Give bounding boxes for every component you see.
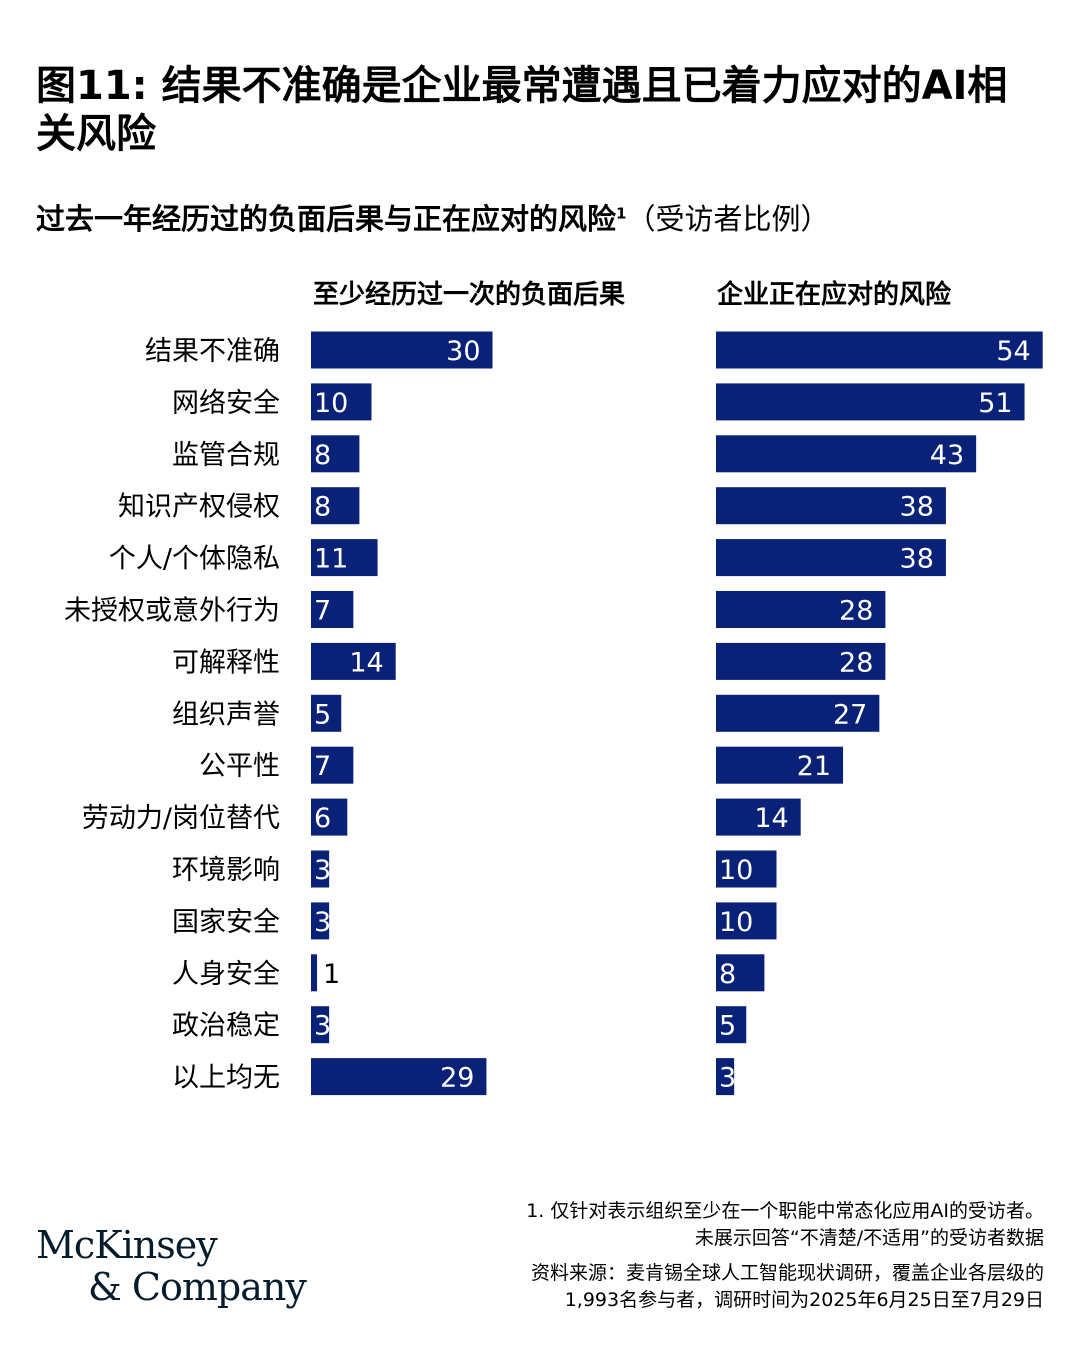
bar bbox=[311, 591, 354, 628]
source-line-1: 资料来源：麦肯锡全球人工智能现状调研，覆盖企业各层级的 bbox=[530, 1262, 1044, 1284]
footnote-line-2: 未展示回答“不清楚/不适用”的受访者数据 bbox=[694, 1227, 1044, 1249]
data-label: 54 bbox=[996, 336, 1030, 367]
category-label: 以上均无 bbox=[172, 1063, 280, 1094]
data-label: 43 bbox=[930, 440, 964, 471]
data-label: 6 bbox=[314, 803, 331, 834]
category-label: 国家安全 bbox=[172, 907, 280, 938]
bar bbox=[311, 902, 330, 940]
bar bbox=[716, 902, 777, 940]
bar bbox=[311, 383, 372, 421]
footnote-line-1: 1. 仅针对表示组织至少在一个职能中常态化应用AI的受访者。 bbox=[526, 1200, 1044, 1222]
source-note: 资料来源：麦肯锡全球人工智能现状调研，覆盖企业各层级的 1,993名参与者，调研… bbox=[531, 1260, 1044, 1314]
data-label: 38 bbox=[900, 492, 934, 523]
mckinsey-logo: McKinsey & Company bbox=[36, 1223, 307, 1309]
data-label: 28 bbox=[839, 596, 873, 627]
category-label: 未授权或意外行为 bbox=[64, 596, 280, 627]
category-label: 监管合规 bbox=[172, 440, 280, 471]
bar bbox=[716, 694, 880, 732]
bar bbox=[716, 1058, 735, 1096]
category-label: 政治稳定 bbox=[172, 1011, 280, 1042]
data-label: 10 bbox=[314, 388, 348, 419]
bar bbox=[311, 746, 354, 784]
data-label: 10 bbox=[719, 907, 753, 938]
data-label: 11 bbox=[314, 544, 348, 575]
subtitle-text: 过去一年经历过的负面后果与正在应对的风险 bbox=[36, 202, 617, 236]
bar bbox=[716, 331, 1043, 369]
footnote-marker: 1 bbox=[616, 204, 627, 223]
chart-subtitle: 过去一年经历过的负面后果与正在应对的风险1（受访者比例） bbox=[36, 196, 829, 238]
bar bbox=[716, 954, 765, 992]
page-title: 图11: 结果不准确是企业最常遭遇且已着力应对的AI相关风险 bbox=[36, 63, 1008, 157]
logo-line-1: McKinsey bbox=[36, 1223, 218, 1267]
data-label: 1 bbox=[323, 959, 340, 990]
data-label: 3 bbox=[314, 855, 331, 886]
bar bbox=[716, 487, 946, 525]
bar bbox=[716, 383, 1025, 421]
subtitle-unit: （受访者比例） bbox=[626, 202, 830, 236]
category-label: 可解释性 bbox=[172, 647, 280, 678]
bar bbox=[716, 850, 777, 888]
data-label: 27 bbox=[833, 699, 867, 730]
category-label: 人身安全 bbox=[172, 959, 280, 990]
bar bbox=[311, 487, 360, 525]
bar bbox=[311, 1058, 487, 1096]
data-label: 10 bbox=[719, 855, 753, 886]
data-label: 8 bbox=[314, 492, 331, 523]
category-label: 网络安全 bbox=[172, 388, 280, 419]
bar bbox=[311, 850, 330, 888]
data-label: 21 bbox=[797, 751, 831, 782]
bar bbox=[311, 539, 378, 577]
data-label: 7 bbox=[314, 596, 331, 627]
data-label: 38 bbox=[900, 544, 934, 575]
category-label: 结果不准确 bbox=[145, 336, 280, 367]
data-label: 5 bbox=[719, 1011, 736, 1042]
data-label: 28 bbox=[839, 647, 873, 678]
right-column-title: 企业正在应对的风险 bbox=[717, 280, 952, 310]
bar bbox=[311, 331, 493, 369]
bar bbox=[311, 798, 348, 836]
data-label: 3 bbox=[314, 907, 331, 938]
left-column-title: 至少经历过一次的负面后果 bbox=[313, 280, 626, 310]
data-label: 8 bbox=[719, 959, 736, 990]
data-label: 51 bbox=[978, 388, 1012, 419]
footnote: 1. 仅针对表示组织至少在一个职能中常态化应用AI的受访者。 未展示回答“不清楚… bbox=[526, 1198, 1044, 1252]
bar bbox=[311, 642, 396, 680]
bar bbox=[716, 1006, 747, 1044]
data-label: 30 bbox=[446, 336, 480, 367]
category-label: 个人/个体隐私 bbox=[109, 544, 280, 575]
data-label: 5 bbox=[314, 699, 331, 730]
category-label: 知识产权侵权 bbox=[118, 492, 280, 523]
bar bbox=[716, 539, 946, 577]
bar bbox=[716, 798, 801, 836]
category-label: 公平性 bbox=[199, 751, 280, 782]
category-label: 劳动力/岗位替代 bbox=[82, 803, 280, 834]
bar bbox=[311, 435, 360, 473]
data-label: 8 bbox=[314, 440, 331, 471]
data-label: 14 bbox=[754, 803, 788, 834]
bar bbox=[716, 746, 844, 784]
category-label: 组织声誉 bbox=[172, 699, 280, 730]
data-label: 14 bbox=[349, 647, 383, 678]
source-line-2: 1,993名参与者，调研时间为2025年6月25日至7月29日 bbox=[564, 1289, 1044, 1311]
category-label: 环境影响 bbox=[172, 855, 280, 886]
bar bbox=[716, 642, 886, 680]
data-label: 3 bbox=[719, 1063, 736, 1094]
bar bbox=[311, 954, 318, 992]
data-label: 29 bbox=[440, 1063, 474, 1094]
logo-line-2: & Company bbox=[88, 1265, 307, 1309]
bar bbox=[311, 694, 342, 732]
bar bbox=[716, 435, 977, 473]
data-label: 7 bbox=[314, 751, 331, 782]
bar bbox=[311, 1006, 330, 1044]
bar bbox=[716, 591, 886, 628]
data-label: 3 bbox=[314, 1011, 331, 1042]
